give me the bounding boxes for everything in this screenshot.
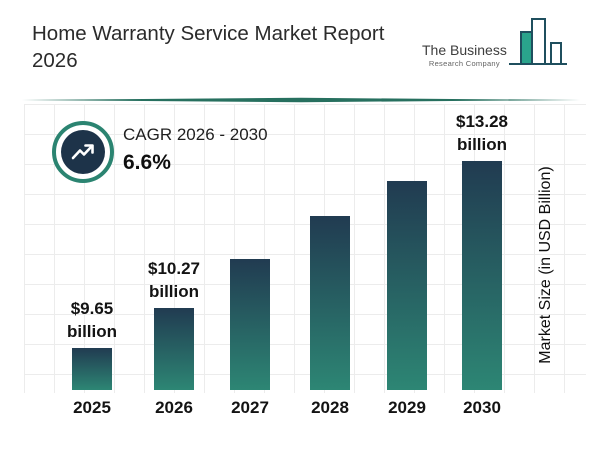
x-tick-2028: 2028 — [311, 398, 349, 417]
x-tick-2027: 2027 — [231, 398, 269, 417]
bar-value-label-2026: $10.27 billion — [148, 259, 200, 301]
cagr-value: 6.6% — [123, 151, 171, 174]
bar-group-2028: 2028 — [310, 216, 350, 417]
x-tick-2026: 2026 — [155, 398, 193, 417]
logo-company-name: The Business — [422, 42, 507, 58]
tapered-divider-line — [22, 90, 580, 108]
bar-skyline-icon — [507, 14, 569, 77]
trend-up-arrow-icon — [61, 130, 105, 174]
y-axis-label: Market Size (in USD Billion) — [537, 166, 554, 364]
x-tick-2025: 2025 — [73, 398, 111, 417]
bar-group-2027: 2027 — [230, 259, 270, 417]
bar-2030 — [462, 161, 502, 390]
bar-group-2025: $9.65 billion 2025 — [67, 299, 117, 417]
logo-tagline: Research Company — [428, 59, 500, 68]
bar-value-label-2025: $9.65 billion — [66, 299, 118, 341]
bar-2029 — [387, 181, 427, 390]
cagr-badge — [52, 121, 114, 183]
page-title: Home Warranty Service Market Report 2026 — [32, 22, 385, 72]
cagr-text-block: CAGR 2026 - 2030 6.6% — [123, 125, 268, 175]
bar-value-label-2030: $13.28 billion — [456, 112, 508, 154]
x-tick-2030: 2030 — [463, 398, 501, 417]
logo-text: The Business Research Company — [422, 42, 507, 68]
company-logo: The Business Research Company — [422, 14, 569, 77]
x-tick-2029: 2029 — [388, 398, 426, 417]
bar-group-2026: $10.27 billion 2026 — [148, 259, 200, 417]
cagr-label: CAGR 2026 - 2030 — [123, 125, 268, 144]
bar-2026 — [154, 308, 194, 390]
bar-2027 — [230, 259, 270, 390]
bar-group-2029: 2029 — [387, 181, 427, 417]
bar-2028 — [310, 216, 350, 390]
bar-group-2030: $13.28 billion 2030 — [456, 112, 508, 417]
bar-2025 — [72, 348, 112, 390]
